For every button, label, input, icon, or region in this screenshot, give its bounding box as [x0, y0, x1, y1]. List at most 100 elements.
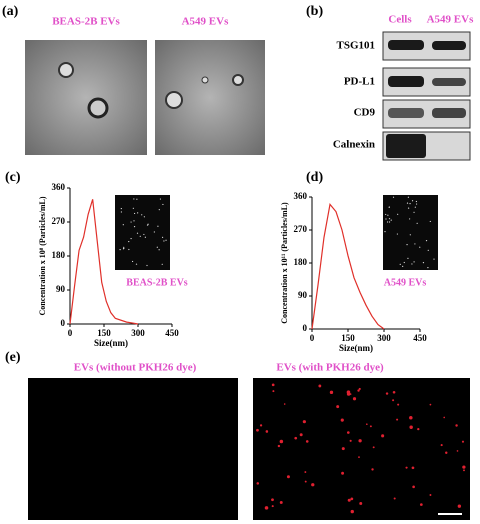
panel-label: (e)	[5, 350, 21, 365]
dot	[350, 497, 354, 501]
dot	[402, 265, 404, 267]
dot	[390, 219, 392, 221]
dot	[406, 244, 408, 246]
dot	[162, 236, 164, 238]
dot	[119, 249, 121, 251]
dot	[388, 206, 390, 208]
dot	[277, 444, 281, 448]
dot	[417, 427, 420, 431]
dot	[369, 425, 372, 428]
dot	[415, 203, 418, 205]
y-tick-label: 90	[56, 284, 66, 294]
x-tick-label: 0	[310, 333, 315, 343]
y-axis-label: Concentration x 10⁸ (Particles/mL)	[38, 196, 47, 315]
dot	[393, 497, 396, 500]
dot	[416, 222, 418, 224]
dot	[372, 446, 375, 449]
dot	[352, 397, 357, 401]
vesicle	[87, 97, 109, 119]
fluorescence-image	[253, 378, 470, 520]
image-title: EVs (without PKH26 dye)	[74, 362, 197, 374]
x-tick-label: 450	[165, 328, 179, 338]
dot	[311, 483, 315, 487]
dot	[131, 260, 134, 263]
tem-image	[25, 40, 147, 155]
dot	[358, 456, 360, 459]
dot	[130, 237, 132, 240]
dot	[409, 218, 411, 220]
dot	[388, 221, 391, 223]
dot	[158, 209, 160, 211]
panel-label: (b)	[306, 4, 323, 19]
dot	[415, 200, 417, 203]
dot	[137, 212, 139, 214]
panel-a: (a) BEAS-2B EVs A549 EVs	[2, 4, 265, 155]
dot	[397, 403, 400, 406]
dot	[347, 498, 351, 502]
dot	[409, 203, 411, 205]
red-dots	[119, 196, 466, 514]
dot	[443, 416, 446, 419]
dot	[385, 392, 389, 395]
dot	[396, 418, 399, 421]
nta-image	[383, 195, 438, 270]
dot	[407, 196, 409, 198]
dot	[445, 451, 448, 454]
dot	[419, 246, 421, 248]
dot	[392, 390, 396, 394]
dot	[133, 212, 136, 215]
row-label: Calnexin	[333, 139, 375, 151]
dot	[461, 440, 465, 443]
dot	[349, 439, 352, 442]
dot	[165, 239, 167, 241]
dot	[256, 482, 260, 485]
y-tick-label: 360	[294, 191, 308, 201]
dot	[264, 506, 269, 510]
dot	[462, 465, 466, 469]
dot	[392, 196, 395, 198]
dot	[286, 475, 290, 479]
dot	[405, 466, 408, 469]
vesicle	[165, 91, 183, 109]
dot	[120, 207, 122, 210]
dot	[365, 423, 368, 426]
dot	[144, 236, 146, 238]
dot	[141, 214, 143, 216]
panel-label: (a)	[2, 4, 19, 19]
dot	[153, 231, 155, 233]
column-label: A549 EVs	[427, 14, 474, 26]
dot	[271, 383, 275, 387]
dot	[341, 471, 345, 475]
dot	[130, 221, 132, 223]
dot	[396, 233, 398, 235]
dot	[133, 220, 135, 222]
dot	[399, 263, 401, 265]
column-label: Cells	[388, 14, 412, 26]
dot	[381, 434, 385, 438]
dot	[143, 233, 145, 236]
line	[69, 199, 139, 325]
row-label: TSG101	[336, 40, 375, 52]
dot	[384, 230, 386, 233]
dot	[340, 418, 344, 422]
bands	[386, 40, 466, 158]
dot	[414, 206, 416, 208]
dot	[135, 263, 138, 265]
dot	[413, 261, 415, 263]
x-tick-label: 300	[131, 328, 145, 338]
dot	[350, 509, 354, 514]
nta-image	[115, 195, 170, 270]
y-tick-label: 270	[52, 216, 66, 226]
dot	[407, 257, 409, 259]
row-label: CD9	[354, 107, 376, 119]
x-axis-label: Size(nm)	[339, 343, 373, 353]
dot	[158, 249, 160, 251]
dot	[457, 504, 462, 508]
dot	[279, 501, 283, 504]
dot	[414, 243, 416, 245]
dot	[136, 198, 138, 200]
dot	[329, 390, 334, 395]
dot	[122, 224, 124, 226]
dot	[413, 211, 415, 213]
dot	[305, 440, 309, 443]
